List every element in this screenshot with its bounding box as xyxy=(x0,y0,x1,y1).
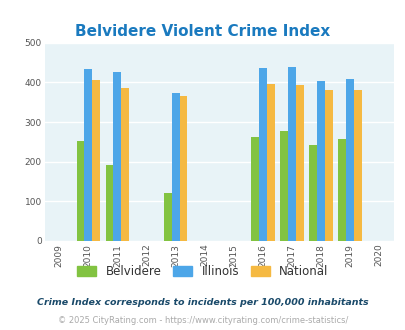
Bar xyxy=(92,80,100,241)
Text: Crime Index corresponds to incidents per 100,000 inhabitants: Crime Index corresponds to incidents per… xyxy=(37,298,368,307)
Bar xyxy=(163,193,171,241)
Bar xyxy=(353,90,361,241)
Bar xyxy=(324,90,332,241)
Bar xyxy=(171,93,179,241)
Bar xyxy=(309,146,316,241)
Bar xyxy=(295,85,303,241)
Bar xyxy=(266,84,274,241)
Bar xyxy=(250,137,258,241)
Bar xyxy=(113,72,121,241)
Legend: Belvidere, Illinois, National: Belvidere, Illinois, National xyxy=(77,265,328,278)
Bar xyxy=(258,68,266,241)
Bar xyxy=(105,165,113,241)
Text: Belvidere Violent Crime Index: Belvidere Violent Crime Index xyxy=(75,24,330,39)
Bar xyxy=(179,96,187,241)
Text: © 2025 CityRating.com - https://www.cityrating.com/crime-statistics/: © 2025 CityRating.com - https://www.city… xyxy=(58,316,347,325)
Bar xyxy=(76,141,84,241)
Bar xyxy=(279,131,287,241)
Bar xyxy=(84,69,92,241)
Bar xyxy=(121,88,129,241)
Bar xyxy=(345,79,353,241)
Bar xyxy=(316,81,324,241)
Bar xyxy=(287,67,295,241)
Bar xyxy=(337,139,345,241)
